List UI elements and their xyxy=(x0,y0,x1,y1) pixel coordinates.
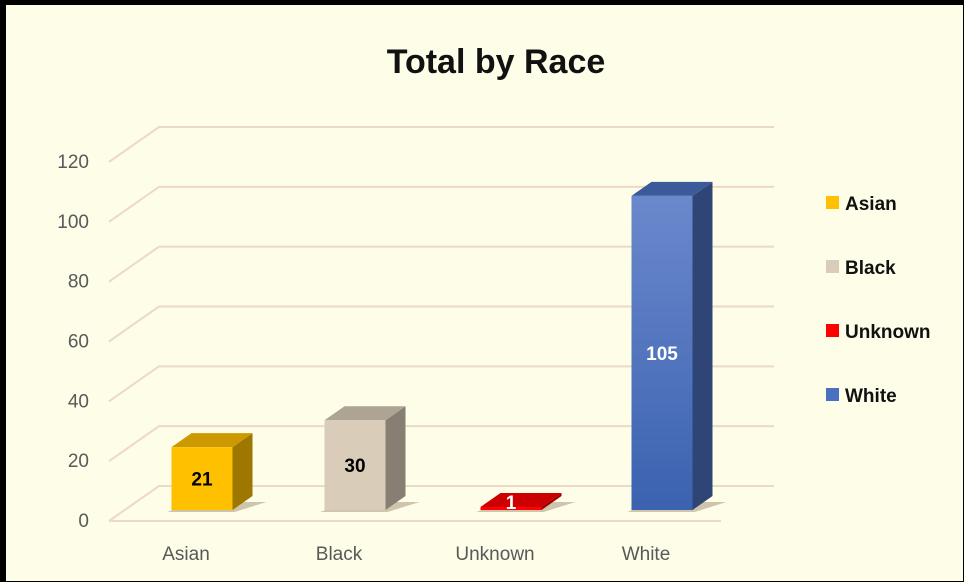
legend-label: Asian xyxy=(845,194,897,215)
y-tick-label: 20 xyxy=(68,451,89,472)
y-tick-label: 100 xyxy=(57,212,89,233)
legend-item-asian: Asian xyxy=(826,194,897,215)
data-label: 1 xyxy=(506,493,517,514)
y-tick-label: 120 xyxy=(57,152,89,173)
bar-top xyxy=(631,181,713,196)
y-axis: 0 20 40 60 80 100 120 xyxy=(57,152,89,532)
x-tick-label: Unknown xyxy=(455,544,534,565)
legend-label: Black xyxy=(845,258,896,279)
y-tick-label: 80 xyxy=(68,272,89,293)
bar-top xyxy=(171,433,253,448)
legend-item-unknown: Unknown xyxy=(826,322,931,343)
gridlines xyxy=(108,126,774,522)
legend-item-black: Black xyxy=(826,258,896,279)
bar-side xyxy=(692,181,713,510)
bar-black: 30 xyxy=(320,406,420,512)
bar-chart: Total by Race 0 20 40 60 80 100 120 21 30 1 105 A… xyxy=(57,43,931,565)
legend-label: White xyxy=(845,386,897,407)
data-label: 30 xyxy=(344,456,365,477)
bar-unknown: 1 xyxy=(476,493,576,514)
legend-swatch xyxy=(826,260,839,273)
gridline xyxy=(108,305,774,343)
y-tick-label: 60 xyxy=(68,332,89,353)
bar-side xyxy=(385,406,406,510)
legend-item-white: White xyxy=(826,386,897,407)
gridline xyxy=(108,185,774,223)
bar-front xyxy=(480,507,542,510)
bar-white: 105 xyxy=(627,181,727,512)
bar-side xyxy=(232,433,253,510)
data-label: 21 xyxy=(191,470,213,491)
gridline xyxy=(108,126,774,163)
x-tick-label: Black xyxy=(316,544,363,565)
x-tick-label: Asian xyxy=(162,544,210,565)
legend-swatch xyxy=(826,388,839,401)
bar-front xyxy=(324,420,386,510)
legend: Asian Black Unknown White xyxy=(826,194,931,407)
bar-top xyxy=(324,406,406,421)
legend-swatch xyxy=(826,196,839,209)
x-tick-label: White xyxy=(622,544,671,565)
gridline xyxy=(108,485,774,522)
gridline xyxy=(108,365,774,403)
legend-label: Unknown xyxy=(845,322,931,343)
bar-asian: 21 xyxy=(167,433,267,512)
bar-top xyxy=(480,493,562,508)
y-tick-label: 0 xyxy=(78,511,89,532)
gridline xyxy=(108,425,774,462)
gridline xyxy=(108,245,774,283)
x-axis: Asian Black Unknown White xyxy=(162,544,670,565)
bar-front xyxy=(171,447,233,510)
y-tick-label: 40 xyxy=(68,391,89,412)
data-label: 105 xyxy=(646,344,678,365)
bar-front xyxy=(631,195,693,510)
bar-side xyxy=(541,493,562,510)
chart-title: Total by Race xyxy=(387,43,606,81)
bars: 21 30 1 105 xyxy=(167,181,727,514)
legend-swatch xyxy=(826,324,839,337)
